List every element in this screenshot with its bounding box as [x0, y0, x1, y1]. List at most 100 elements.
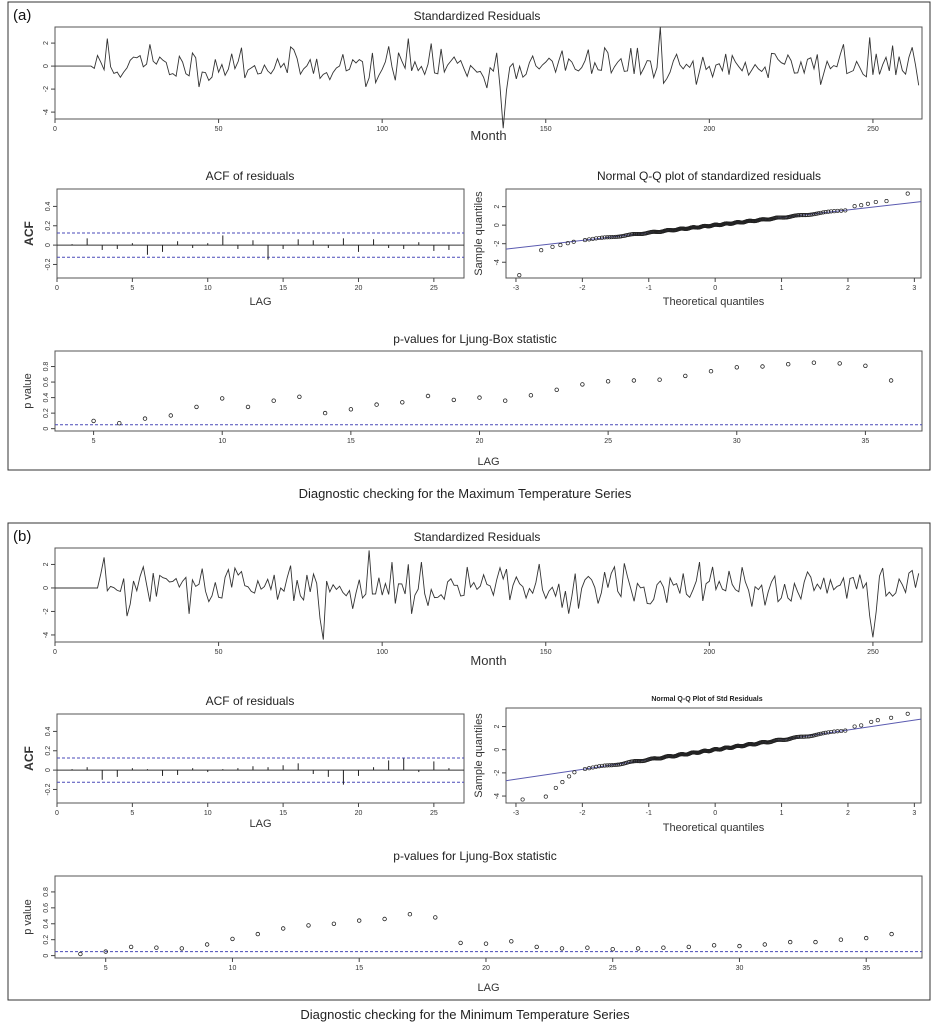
x-tick-label: 10 [204, 810, 212, 817]
panel-b-acf-plot: 0 5 10 15 20 25 -0.2 0 0.2 0.4 LAG ACF [22, 713, 465, 830]
y-axis-label: Sample quantiles [473, 713, 485, 798]
qq-point [627, 759, 632, 765]
residual-series-line [55, 550, 920, 640]
qq-point [611, 762, 616, 768]
qq-point [821, 731, 826, 736]
panel-b-frame [7, 522, 931, 1001]
qq-point [810, 212, 815, 217]
panel-a-residuals-plot: 0 50 100 150 200 250 -4 -2 0 2 Month [43, 26, 923, 143]
p-value-point [204, 942, 210, 947]
qq-point [572, 770, 577, 775]
qq-point [889, 715, 894, 720]
qq-point [605, 763, 610, 768]
y-tick-label: 0.8 [43, 887, 50, 897]
x-axis-label: LAG [477, 982, 499, 994]
p-value-point [142, 416, 148, 421]
p-value-point [734, 365, 739, 370]
qq-point [796, 734, 801, 739]
x-tick-label: 5 [104, 965, 108, 972]
y-tick-label: -0.2 [45, 258, 52, 270]
qq-point [797, 734, 802, 739]
qq-point [810, 733, 815, 738]
qq-point [818, 210, 823, 215]
qq-point [602, 763, 607, 768]
y-tick-label: 0.4 [45, 726, 52, 736]
x-tick-label: 25 [609, 965, 617, 972]
y-tick-label: 0.6 [43, 377, 50, 387]
p-value-point [451, 397, 456, 403]
x-tick-label: 100 [376, 126, 388, 133]
p-value-point [811, 360, 817, 365]
qq-point [571, 239, 576, 244]
qq-point [826, 209, 831, 214]
p-value-point [509, 939, 514, 944]
qq-point [814, 211, 819, 216]
panel-a-frame [7, 1, 931, 471]
x-tick-label: 1 [780, 810, 784, 817]
p-value-point [78, 951, 83, 957]
plot-box [54, 350, 923, 432]
x-tick-label: 0 [53, 649, 57, 656]
p-value-point [407, 912, 413, 917]
qq-point [630, 759, 635, 764]
qq-point [613, 234, 618, 239]
qq-point [826, 730, 831, 735]
p-value-point [271, 398, 276, 403]
qq-point [808, 734, 813, 739]
p-value-point [631, 378, 637, 383]
qq-point [793, 213, 798, 218]
qq-point [859, 203, 864, 208]
p-value-point [786, 362, 791, 367]
panel-a-ljungbox-plot: 5 10 15 20 25 30 35 0 0.2 0.4 0.6 0.8 LAG p value [22, 350, 923, 468]
y-tick-label: -2 [43, 608, 50, 614]
x-tick-label: 150 [540, 126, 552, 133]
qq-point [812, 733, 817, 738]
qq-point [859, 723, 864, 728]
x-tick-label: 15 [279, 285, 287, 292]
x-tick-label: 0 [55, 285, 59, 292]
p-value-point [477, 395, 482, 400]
x-tick-label: 25 [430, 285, 438, 292]
x-tick-label: 25 [430, 810, 438, 817]
p-value-point [503, 398, 508, 403]
qq-point [582, 238, 588, 243]
x-axis-label: LAG [249, 818, 271, 830]
y-tick-label: 0.2 [43, 935, 50, 945]
y-axis-label: p value [22, 899, 34, 934]
y-tick-label: -0.2 [45, 783, 52, 795]
qq-point [812, 212, 817, 217]
qq-point [823, 730, 828, 735]
p-value-point [863, 363, 868, 368]
x-tick-label: 0 [713, 285, 717, 292]
p-value-point [554, 387, 559, 392]
x-tick-label: 20 [476, 438, 484, 445]
x-axis-label: LAG [249, 296, 271, 308]
y-tick-label: 0 [45, 243, 52, 247]
p-value-point [657, 377, 662, 382]
y-axis-label: Sample quantiles [473, 191, 485, 276]
qq-point [865, 201, 870, 206]
x-axis-label: Theoretical quantiles [663, 296, 765, 308]
y-axis-label: ACF [22, 746, 36, 771]
panel-a-acf-title: ACF of residuals [206, 169, 295, 183]
p-value-point [128, 944, 134, 950]
plot-box [54, 547, 923, 643]
x-axis-label: Month [470, 653, 506, 668]
y-tick-label: 0.2 [45, 746, 52, 756]
plot-box [505, 188, 922, 279]
x-tick-label: -1 [646, 285, 652, 292]
y-tick-label: -2 [43, 86, 50, 92]
x-tick-label: 200 [703, 126, 715, 133]
p-value-point [348, 407, 354, 412]
p-value-point [889, 931, 894, 937]
x-tick-label: 0 [53, 126, 57, 133]
p-value-point [400, 400, 405, 405]
p-value-point [91, 418, 96, 424]
x-tick-label: 10 [229, 965, 237, 972]
x-tick-label: 20 [482, 965, 490, 972]
p-value-point [425, 393, 431, 399]
panel-b-residuals-plot: 0 50 100 150 200 250 -4 -2 0 2 Month [43, 547, 923, 668]
x-tick-label: 15 [355, 965, 363, 972]
p-value-point [154, 945, 159, 950]
qq-point [873, 199, 878, 205]
